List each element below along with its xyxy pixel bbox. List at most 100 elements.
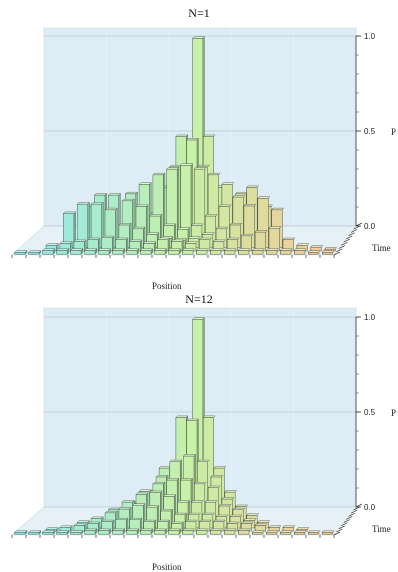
time-tick [353,506,360,511]
bar-top [45,527,59,530]
bar [307,250,321,255]
bar [265,530,279,535]
bar-top [155,475,169,478]
bar-top [14,530,28,533]
bar [181,248,195,255]
bar-top [107,193,121,196]
bar-top [135,492,149,495]
bar-top [246,513,260,516]
bar-top [87,237,101,240]
bar-top [112,248,126,251]
bar-front [56,532,68,535]
bar [115,517,129,532]
bar-top [76,202,90,205]
bar [209,248,223,255]
time-tick [346,516,353,520]
z-tick-label: 1.0 [364,32,376,41]
bar-top [210,475,224,478]
time-tick [336,528,343,533]
bar [324,246,338,252]
bar [251,248,265,255]
bar [265,248,279,255]
bar-front [322,252,334,255]
bar-top [232,507,246,510]
bar [204,213,218,246]
bar-top [282,237,296,240]
bar-top [207,172,221,176]
bar-top [293,248,307,251]
bar-front [268,227,280,252]
time-tick [355,503,363,508]
bar-top [226,521,240,524]
bar-top [221,497,235,500]
bar-top [125,528,140,531]
bar-front [42,532,54,535]
bar-top [171,239,184,242]
bar-top [121,500,135,503]
bar-top [143,241,157,244]
bar-front [73,525,85,532]
bar-top [209,248,223,251]
bar-front [196,530,208,535]
bar-top [28,530,42,533]
bar-top [202,134,216,137]
bar-top [129,239,143,242]
bar-top [90,202,104,205]
bar-top [186,138,199,141]
bar-top [226,237,240,240]
bar-top [296,527,310,530]
time-tick [341,522,348,526]
bar-top [192,36,205,39]
bar [76,201,90,249]
bar-top [223,248,237,251]
bar-top [187,512,201,515]
bar-top [215,514,229,517]
bar-top [55,530,70,533]
bar-top [115,517,129,520]
bar-top [321,530,335,533]
bar-top [166,167,180,170]
time-tick [353,225,360,230]
bar [193,166,207,242]
bar-top [213,466,227,469]
chart-panel-n12: N=12 0.0 0.5 1.0 Position Time P [0,286,398,572]
bar-front [28,532,40,535]
bar-top [149,214,163,217]
bar-top [169,164,183,168]
time-tick [355,222,363,227]
bar [55,530,70,535]
bar-top [257,520,271,523]
bar-front [70,532,82,535]
bar-top [87,521,101,524]
bar [153,248,168,255]
bar-top [279,530,293,533]
bar [101,235,115,252]
bar-front [14,532,26,535]
bar-front [98,530,110,535]
bar [307,530,321,535]
bar-top [138,182,152,185]
bar-top [28,250,42,253]
bar-top [209,528,223,531]
bar3d-chart: 0.0 0.5 1.0 [11,27,376,258]
bar-front [98,250,110,255]
z-tick-label: 1.0 [364,313,376,322]
bar-top [177,227,190,230]
bar-top [246,185,260,188]
bar-front [280,532,292,535]
bar [254,229,268,252]
bar-top [254,230,268,233]
bar-top [229,223,243,226]
bar-top [157,519,171,522]
bar-front [14,252,26,255]
bar [41,248,56,255]
bar-top [223,528,237,531]
bar-front [42,250,54,255]
bar-front [238,530,250,535]
bar-top [237,248,251,251]
bar-top [202,415,216,418]
bar [69,248,84,255]
bar-front [254,231,266,252]
bar-top [175,134,189,137]
bar-top [240,233,254,237]
